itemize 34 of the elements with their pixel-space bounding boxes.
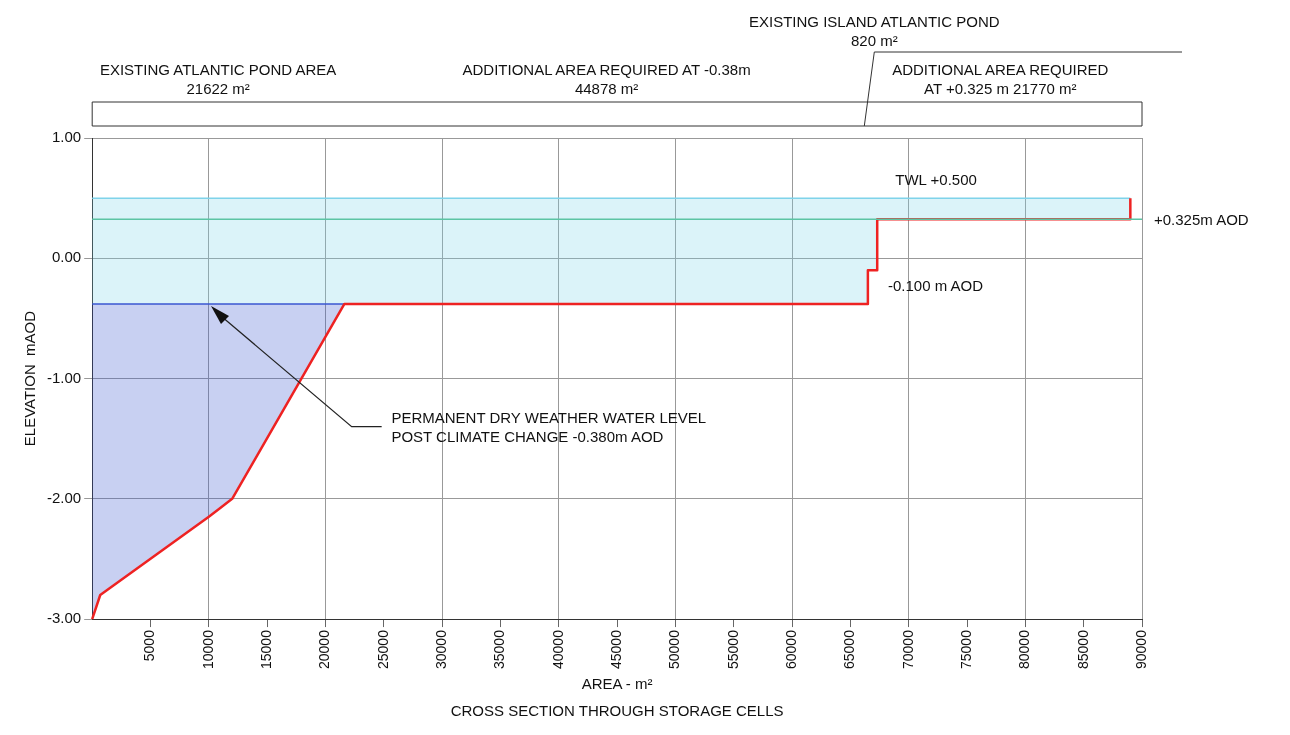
text: ADDITIONAL AREA REQUIRED AT -0.38m 44878 m² xyxy=(462,60,751,98)
y-tick-label: 0.00 xyxy=(51,248,82,266)
annotation: PERMANENT DRY WEATHER WATER LEVEL POST CLIMATE CHANGE -0.380m AOD xyxy=(391,407,707,446)
x-tick-label: 15000 xyxy=(258,629,275,670)
x-tick-label: 30000 xyxy=(432,629,449,670)
x-tick-label: 20000 xyxy=(316,629,333,670)
x-tick-label: 90000 xyxy=(1132,629,1149,670)
x-tick-label: 80000 xyxy=(1016,629,1033,670)
text: ADDITIONAL AREA REQUIRED AT +0.325 m 21770 m² xyxy=(892,60,1109,98)
y-tick-label: -3.00 xyxy=(46,609,82,627)
x-tick-label: 55000 xyxy=(724,629,741,670)
x-axis-title: AREA - m² xyxy=(581,675,653,693)
text: CROSS SECTION THROUGH STORAGE CELLS xyxy=(450,701,784,720)
annotation: -0.100 m AOD xyxy=(887,275,983,295)
y-tick-label: -1.00 xyxy=(46,368,82,386)
y-axis-title: ELEVATION mAOD xyxy=(21,310,39,447)
x-tick-label: 5000 xyxy=(141,629,158,662)
x-tick-label: 85000 xyxy=(1074,629,1091,670)
ref-line-label: +0.325m AOD xyxy=(1154,209,1249,229)
annotation: TWL +0.500 xyxy=(895,169,977,189)
x-tick-label: 40000 xyxy=(549,629,566,670)
y-tick-label: 1.00 xyxy=(51,128,82,146)
x-tick-label: 35000 xyxy=(491,629,508,670)
x-tick-label: 45000 xyxy=(607,629,624,670)
y-tick-label: -2.00 xyxy=(46,488,82,506)
x-tick-label: 75000 xyxy=(957,629,974,670)
x-tick-label: 50000 xyxy=(666,629,683,670)
text: EXISTING ATLANTIC POND AREA 21622 m² xyxy=(99,60,337,98)
x-tick-label: 60000 xyxy=(782,629,799,670)
x-tick-label: 70000 xyxy=(899,629,916,670)
text: EXISTING ISLAND ATLANTIC POND 820 m² xyxy=(748,12,1000,50)
x-tick-label: 65000 xyxy=(841,629,858,670)
x-tick-label: 10000 xyxy=(199,629,216,670)
x-tick-label: 25000 xyxy=(374,629,391,670)
